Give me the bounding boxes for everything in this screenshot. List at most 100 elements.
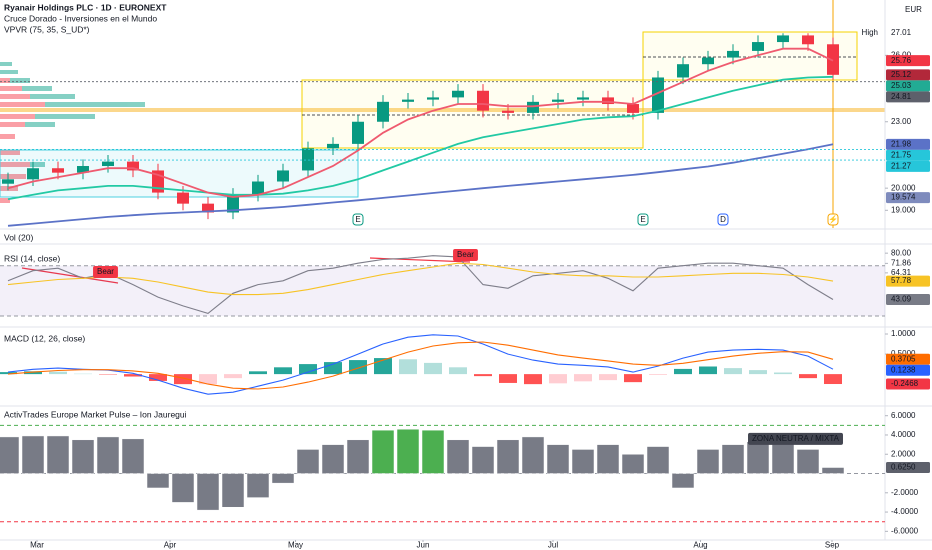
moving-average xyxy=(7,47,834,198)
y-tick-label: 64.31 xyxy=(891,268,912,277)
price-label: 0.6250 xyxy=(891,463,916,472)
histogram-bar xyxy=(224,374,242,379)
indicator-name: VPVR (75, 35, S_UD*) xyxy=(4,24,90,34)
y-tick-label: 0.5000 xyxy=(891,349,916,358)
pulse-bar xyxy=(271,473,295,484)
annotation-text: Bear xyxy=(97,267,114,276)
rsi-line xyxy=(7,255,834,315)
price-label-box xyxy=(886,80,930,92)
event-marker xyxy=(637,213,649,226)
y-tick-label: 2.0000 xyxy=(891,449,916,458)
histogram-bar xyxy=(624,374,642,383)
x-tick-label: Jul xyxy=(548,541,558,550)
candle-body xyxy=(227,194,239,213)
price-label: 25.12 xyxy=(891,70,912,79)
x-tick-label: Jun xyxy=(417,541,430,550)
moving-average xyxy=(7,75,834,201)
histogram-bar xyxy=(699,366,717,375)
event-label: ⚡ xyxy=(828,214,838,224)
pulse-bar xyxy=(0,436,20,474)
vp-bar xyxy=(22,86,52,91)
vp-bar xyxy=(0,94,30,99)
histogram-bar xyxy=(824,374,842,385)
candle-body xyxy=(727,50,739,58)
pane-title: Vol (20) xyxy=(4,232,33,242)
vp-bar xyxy=(0,86,22,91)
pulse-bar xyxy=(571,449,595,474)
event-marker xyxy=(827,213,839,226)
vp-bar xyxy=(0,198,10,203)
annotation-box xyxy=(453,249,478,262)
candle-body xyxy=(752,42,764,51)
price-label-box xyxy=(886,275,930,287)
rsi-line xyxy=(7,262,834,296)
y-tick-label: -2.0000 xyxy=(891,488,919,497)
y-tick-label: 1.0000 xyxy=(891,329,916,338)
pulse-bar xyxy=(171,473,195,503)
price-label: 25.76 xyxy=(891,56,912,65)
vp-bar xyxy=(0,162,30,167)
candle-body xyxy=(377,101,389,122)
indicator-name: Cruce Dorado - Inversiones en el Mundo xyxy=(4,13,157,23)
candle-body xyxy=(202,203,214,213)
price-label: -0.2468 xyxy=(891,379,919,388)
y-tick-label: 19.000 xyxy=(891,205,916,214)
pulse-bar xyxy=(296,449,320,474)
event-label: E xyxy=(640,215,645,224)
pulse-bar xyxy=(471,446,495,474)
pulse-bar xyxy=(721,444,745,474)
price-label-box xyxy=(886,294,930,306)
candle-body xyxy=(802,35,814,45)
histogram-bar xyxy=(799,374,817,379)
price-label: 57.78 xyxy=(891,276,912,285)
candle-body xyxy=(527,101,539,113)
histogram-bar xyxy=(0,372,17,375)
histogram-bar xyxy=(749,370,767,375)
histogram-bar xyxy=(724,368,742,375)
divergence-line xyxy=(369,257,471,263)
histogram-bar xyxy=(149,374,167,381)
rsi-band xyxy=(0,265,885,316)
histogram-bar xyxy=(174,374,192,385)
histogram-bar xyxy=(199,374,217,385)
histogram-bar xyxy=(549,374,567,384)
histogram-bar xyxy=(424,362,442,375)
vp-bar xyxy=(0,102,45,107)
pulse-bar xyxy=(496,439,520,474)
histogram-bar xyxy=(49,371,67,375)
histogram-bar xyxy=(349,360,367,375)
pulse-bar xyxy=(246,473,270,498)
vp-bar xyxy=(0,150,20,155)
histogram-bar xyxy=(674,368,692,375)
price-label-tag: High xyxy=(862,28,878,37)
pulse-bar xyxy=(796,449,820,474)
candle-body xyxy=(552,99,564,102)
candle-body xyxy=(352,121,364,144)
candle-body xyxy=(502,110,514,113)
candle-body xyxy=(477,90,489,111)
price-label-box xyxy=(886,353,930,365)
pulse-bar xyxy=(196,473,220,511)
pulse-bar xyxy=(546,444,570,474)
pane-title: ActivTrades Europe Market Pulse – Ion Ja… xyxy=(4,409,187,419)
vp-bar xyxy=(30,94,75,99)
pulse-bar xyxy=(146,473,170,489)
price-label-box xyxy=(886,149,930,161)
histogram-bar xyxy=(474,374,492,377)
pulse-bar xyxy=(396,428,420,474)
histogram-bar xyxy=(124,374,142,377)
price-label: 25.03 xyxy=(891,81,912,90)
vp-bar xyxy=(0,78,10,83)
x-tick-label: Sep xyxy=(825,541,840,550)
candle-body xyxy=(327,143,339,149)
candle-body xyxy=(2,179,14,184)
price-label-box xyxy=(886,91,930,103)
candle-body xyxy=(827,44,839,75)
candle-body xyxy=(452,90,464,98)
price-label-box xyxy=(886,55,930,67)
price-label: 0.3705 xyxy=(891,354,916,363)
currency: EUR xyxy=(905,5,922,14)
histogram-bar xyxy=(249,371,267,375)
pulse-bar xyxy=(446,439,470,474)
pulse-bar xyxy=(21,435,45,474)
